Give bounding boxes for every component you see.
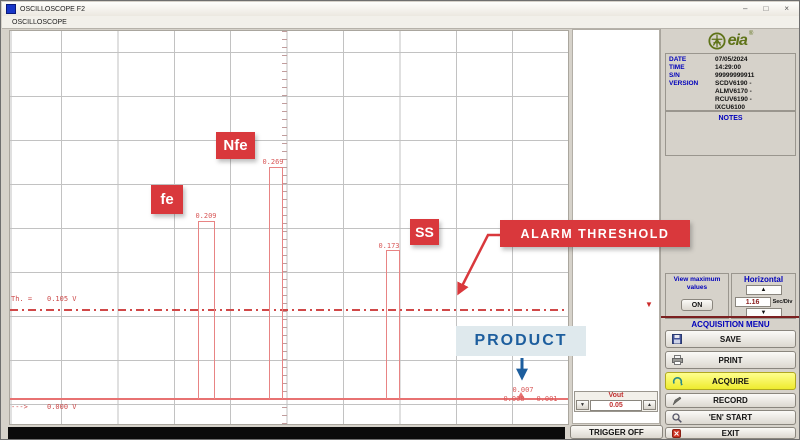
- product-value-left: 0.008: [503, 395, 525, 403]
- product-banner: PRODUCT: [456, 326, 586, 356]
- signal-baseline: [10, 398, 568, 400]
- magnifier-icon: [672, 412, 682, 423]
- horizontal-up-button[interactable]: ▲: [745, 285, 782, 295]
- title-bar: OSCILLOSCOPE F2 – □ ×: [2, 2, 799, 16]
- version-line-1: SCDV6190 -: [715, 80, 752, 87]
- save-button[interactable]: SAVE: [665, 330, 796, 348]
- threshold-label: Th. =: [11, 295, 33, 303]
- brand-name: eia: [727, 32, 748, 49]
- peak-value-fe: 0.209: [195, 212, 217, 220]
- alarm-threshold-banner: ALARM THRESHOLD: [500, 220, 690, 247]
- threshold-value: 0.105 V: [47, 295, 77, 303]
- date-value: 07/05/2024: [715, 56, 748, 63]
- center-axis-ticks: [282, 31, 287, 424]
- horizontal-section: Horizontal ▲ 1.16 Sec/Div ▼: [731, 273, 796, 319]
- notes-label: NOTES: [718, 115, 743, 122]
- pen-record-icon: [672, 396, 682, 405]
- minimize-button[interactable]: –: [743, 4, 748, 13]
- exit-button[interactable]: EXIT: [665, 427, 796, 439]
- time-label: TIME: [669, 64, 685, 71]
- maximize-button[interactable]: □: [763, 4, 769, 13]
- product-value-right: 0.001: [536, 395, 558, 403]
- vout-control: Vout ▼ 0.05 ▲: [574, 391, 658, 412]
- label-ss: SS: [410, 219, 439, 245]
- acquire-button[interactable]: ACQUIRE: [665, 372, 796, 390]
- version-line-2: ALMV6170 -: [715, 88, 752, 95]
- app-icon: [6, 4, 16, 14]
- view-max-section: View maximum values ON: [665, 273, 729, 319]
- alarm-threshold-line: [10, 309, 568, 311]
- vout-label: Vout: [608, 392, 624, 399]
- version-line-4: IXCU6100: [715, 104, 745, 111]
- version-label: VERSION: [669, 80, 699, 87]
- floppy-icon: [672, 334, 682, 344]
- horizontal-value-field: 1.16: [734, 296, 771, 307]
- print-button[interactable]: PRINT: [665, 351, 796, 369]
- label-fe: fe: [151, 185, 183, 214]
- close-button[interactable]: ×: [784, 4, 789, 13]
- product-value-top: 0.007: [512, 386, 534, 394]
- notes-box: NOTES: [665, 111, 796, 156]
- refresh-cycle-icon: [672, 376, 683, 386]
- serial-value: 99999999911: [715, 72, 755, 79]
- version-line-3: RCUV6190 -: [715, 96, 752, 103]
- vout-increase-button[interactable]: ▲: [643, 400, 656, 410]
- registered-mark: ®: [748, 31, 754, 37]
- peak-value-ss: 0.173: [378, 242, 400, 250]
- record-button[interactable]: RECORD: [665, 393, 796, 408]
- status-black-bar: [8, 427, 565, 439]
- device-info-box: DATE 07/05/2024 TIME 14:29:00 S/N 999999…: [665, 53, 796, 111]
- time-value: 14:29:00: [715, 64, 742, 71]
- horizontal-label: Horizontal: [743, 275, 784, 284]
- trigger-off-button[interactable]: TRIGGER OFF: [570, 425, 663, 439]
- pulse-nfe: [269, 167, 283, 399]
- menu-item-oscilloscope[interactable]: OSCILLOSCOPE: [12, 18, 67, 26]
- acquisition-menu-header: ACQUISITION MENU: [661, 316, 799, 329]
- pulse-fe: [198, 221, 215, 399]
- view-max-on-button[interactable]: ON: [681, 299, 713, 311]
- view-max-label: View maximum values: [673, 276, 721, 291]
- peak-value-nfe: 0.269: [262, 158, 284, 166]
- product-signal-spike: [517, 392, 525, 399]
- window-title: OSCILLOSCOPE F2: [20, 5, 85, 13]
- en-start-button[interactable]: 'EN' START: [665, 410, 796, 425]
- waveform-plot: [9, 30, 569, 425]
- baseline-marker: --->: [11, 403, 28, 411]
- pulse-ss: [386, 250, 400, 399]
- vout-value-field: 0.05: [590, 400, 642, 411]
- label-nfe: Nfe: [216, 132, 255, 159]
- serial-label: S/N: [669, 72, 680, 79]
- vout-decrease-button[interactable]: ▼: [576, 400, 589, 410]
- menu-bar: OSCILLOSCOPE: [2, 16, 799, 29]
- baseline-value: 0.000 V: [47, 403, 77, 411]
- ceia-emblem-icon: [708, 32, 726, 50]
- threshold-marker-icon: ▼: [645, 300, 653, 309]
- horizontal-unit: Sec/Div: [772, 298, 793, 305]
- printer-icon: [672, 355, 683, 365]
- date-label: DATE: [669, 56, 687, 63]
- brand-logo: eia ®: [661, 29, 799, 53]
- exit-icon: [672, 428, 681, 438]
